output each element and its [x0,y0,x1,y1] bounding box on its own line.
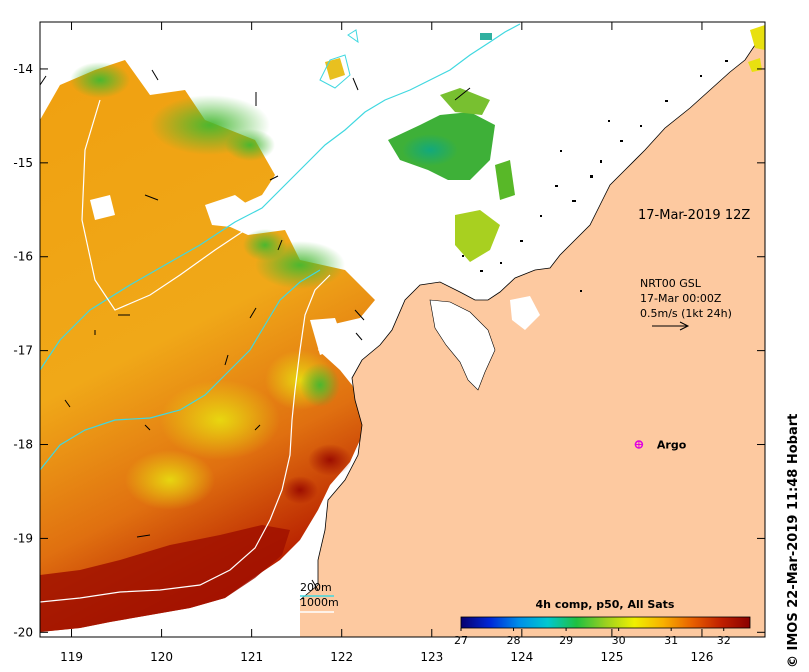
current-legend-line2: 17-Mar 00:00Z [640,292,722,305]
contour-legend-200m-label: 200m [300,581,332,594]
argo-marker [634,440,644,449]
argo-label: Argo [657,439,687,452]
sst-offshore-patch [480,33,492,40]
colorbar-tick-label: 31 [664,634,678,647]
y-tick-label: -16 [13,250,33,264]
x-tick-label: 119 [60,650,83,664]
y-tick-label: -18 [13,438,33,452]
x-tick-label: 125 [600,650,623,664]
sst-offshore-patch [455,210,500,262]
sst-warm-band [40,525,290,632]
colorbar-tick-label: 28 [507,634,521,647]
x-tick-label: 124 [510,650,533,664]
islands [462,60,728,292]
sst-offshore-patch [325,58,345,80]
coastline [299,34,765,601]
current-legend-line1: NRT00 GSL [640,277,702,290]
current-scale-arrow [652,321,690,331]
colorbar-title: 4h comp, p50, All Sats [536,598,675,611]
sst-offshore-patch [440,88,490,115]
current-vectors [40,69,471,591]
land [300,22,765,637]
plot-frame [39,21,766,638]
timestamp-label: 17-Mar-2019 12Z [638,208,750,223]
x-axis: 119 120 121 122 123 124 125 126 [60,22,713,664]
colorbar-ticks: 27 28 29 30 31 32 [454,628,731,647]
y-tick-label: -15 [13,156,33,170]
isobath-1000m [81,99,246,311]
y-tick-label: -19 [13,531,33,545]
y-tick-label: -20 [13,625,33,639]
x-tick-label: 120 [150,650,173,664]
x-tick-label: 123 [420,650,443,664]
x-tick-label: 126 [691,650,714,664]
colorbar-tick-label: 30 [612,634,626,647]
y-tick-label: -14 [13,62,33,76]
contour-legend-1000m-label: 1000m [300,596,339,609]
x-tick-label: 121 [240,650,263,664]
y-tick-label: -17 [13,344,33,358]
colorbar-tick-label: 29 [559,634,573,647]
colorbar [460,616,751,629]
current-legend-line3: 0.5m/s (1kt 24h) [640,307,732,320]
credit-label: © IMOS 22-Mar-2019 11:48 Hobart [786,414,801,668]
y-axis: -14 -15 -16 -17 -18 -19 -20 [13,62,765,639]
inlet [430,300,495,390]
colorbar-tick-label: 27 [454,634,468,647]
colorbar-tick-label: 32 [717,634,731,647]
sst-offshore-patch [495,160,515,200]
x-tick-label: 122 [330,650,353,664]
isobath-200m [40,23,521,371]
